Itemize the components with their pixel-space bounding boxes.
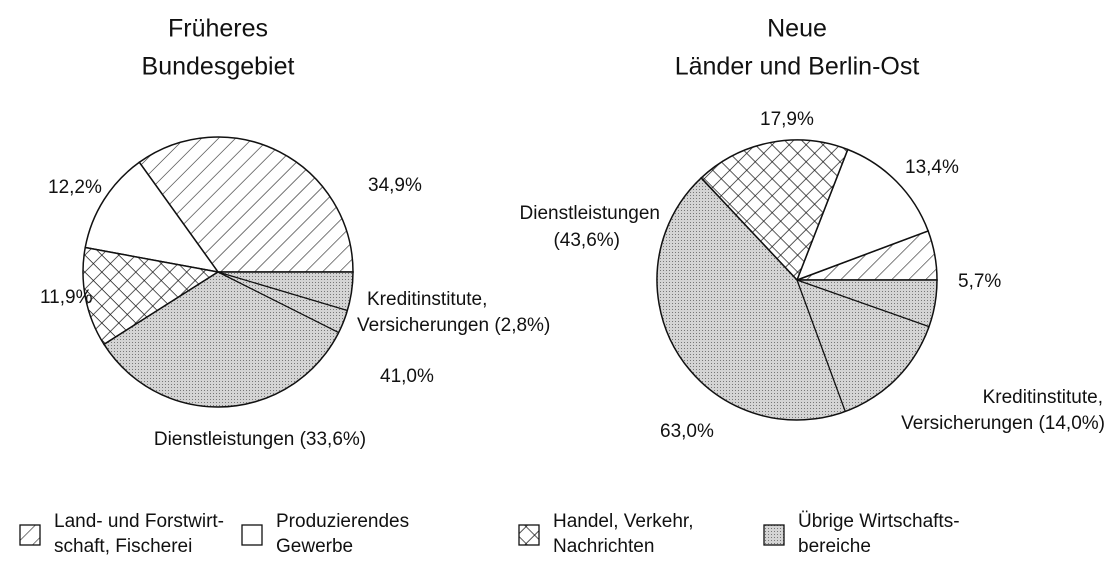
legend-label: bereiche (798, 536, 871, 557)
sub-divider (796, 279, 846, 412)
pie-title: Früheres (168, 15, 268, 43)
annotation: (43,6%) (553, 230, 620, 251)
legend-label: Handel, Verkehr, (553, 511, 693, 532)
legend-label: Übrige Wirtschafts- (798, 511, 960, 532)
legend-label: Land- und Forstwirt- (54, 511, 224, 532)
legend-label: schaft, Fischerei (54, 536, 192, 557)
pie-slice (700, 139, 849, 282)
value-label: 12,2% (48, 177, 102, 198)
annotation: Versicherungen (2,8%) (357, 315, 550, 336)
value-label: 41,0% (380, 366, 434, 387)
sub-divider (217, 271, 339, 334)
annotation: Dienstleistungen (33,6%) (154, 429, 366, 450)
value-label: 34,9% (368, 175, 422, 196)
value-label: 63,0% (660, 421, 714, 442)
legend-label: Nachrichten (553, 536, 654, 557)
legend-label: Gewerbe (276, 536, 353, 557)
pie-slice (102, 271, 354, 408)
sub-divider (796, 279, 930, 328)
legend-label: Produzierendes (276, 511, 409, 532)
pie-slice (84, 161, 220, 274)
annotation: Dienstleistungen (520, 203, 660, 224)
pie-slice (82, 246, 221, 346)
pie-title: Neue (767, 15, 827, 43)
value-label: 11,9% (40, 287, 93, 308)
value-label: 5,7% (958, 271, 1001, 292)
value-label: 17,9% (760, 109, 814, 130)
legend-swatch (19, 524, 41, 546)
pie-slice (656, 176, 938, 421)
value-label: 13,4% (905, 157, 959, 178)
annotation: Kreditinstitute, (983, 387, 1103, 408)
pie-slice (138, 136, 354, 273)
annotation: Versicherungen (14,0%) (901, 413, 1105, 434)
legend-swatch (763, 524, 785, 546)
legend-swatch (518, 524, 540, 546)
pie-title: Länder und Berlin-Ost (675, 53, 920, 81)
pie-title: Bundesgebiet (142, 53, 295, 81)
pie-slice (795, 148, 930, 282)
legend-swatch (241, 524, 263, 546)
sub-divider (217, 271, 348, 312)
annotation: Kreditinstitute, (367, 289, 487, 310)
